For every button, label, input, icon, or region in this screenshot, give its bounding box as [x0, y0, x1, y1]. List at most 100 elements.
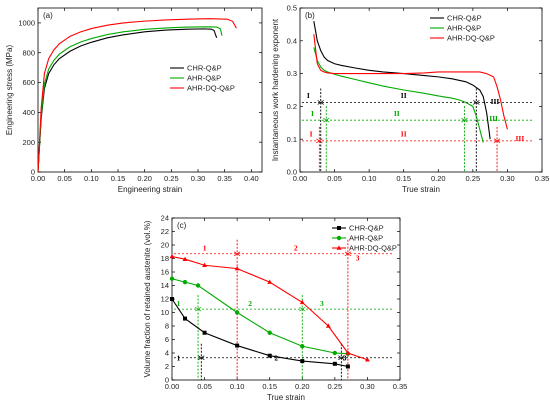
y-tick-label: 0	[165, 376, 169, 385]
data-point	[345, 364, 350, 369]
stage-annotation: I	[311, 109, 314, 118]
x-tick-label: 0.30	[360, 382, 375, 391]
x-tick-label: 0.00	[165, 382, 180, 391]
stage-annotation: 2	[248, 299, 252, 308]
y-tick-label: 8	[165, 322, 169, 331]
data-point	[182, 279, 188, 285]
data-point	[300, 359, 305, 364]
data-point	[182, 256, 188, 261]
x-tick-label: 0.15	[396, 174, 411, 183]
stage-annotation: 3	[320, 299, 324, 308]
legend-entry: CHR-Q&P	[187, 64, 222, 73]
y-tick-label: 18	[161, 254, 169, 263]
y-tick-label: 200	[22, 138, 35, 147]
series-line-3	[37, 18, 237, 173]
y-tick-label: 0.3	[287, 69, 297, 78]
y-tick-label: 12	[161, 295, 169, 304]
stage-arrow	[320, 100, 324, 105]
data-point	[300, 344, 305, 349]
y-tick-label: 600	[22, 78, 35, 87]
y-tick-label: 0.0	[287, 168, 297, 177]
chart-panel-2: 0.00 0.05 0.10 0.15 0.20 0.25 0.30 0.35 0.0 0.1 0.…	[271, 4, 549, 194]
x-tick-label: 0.05	[327, 174, 342, 183]
y-tick-label: 14	[161, 281, 169, 290]
legend-entry: AHR-Q&P	[187, 74, 221, 83]
data-point	[267, 353, 272, 358]
legend-entry: CHR-Q&P	[349, 224, 384, 233]
x-axis-label: True strain	[267, 393, 305, 402]
legend-marker	[336, 235, 342, 241]
y-tick-label: 400	[22, 108, 35, 117]
stage-arrow	[463, 117, 468, 123]
stage-annotation: II	[401, 91, 407, 100]
legend-entry: AHR-Q&P	[349, 234, 383, 243]
series-line-3	[313, 34, 508, 130]
stage-arrow	[318, 138, 323, 144]
x-tick-label: 0.05	[57, 174, 72, 183]
stage-annotation: II	[401, 130, 407, 139]
data-point	[325, 323, 331, 328]
stage-annotation: III	[489, 114, 498, 123]
x-tick-label: 0.10	[230, 382, 245, 391]
stage-arrow	[340, 355, 345, 361]
data-point	[169, 276, 175, 281]
x-axis-label: Engineering strain	[118, 185, 182, 194]
legend-entry: AHR-DQ-Q&P	[349, 244, 397, 253]
stage-annotation: 3	[343, 353, 347, 362]
x-tick-label: 0.00	[293, 174, 308, 183]
x-tick-label: 0.25	[466, 174, 481, 183]
x-tick-label: 0.35	[393, 382, 408, 391]
y-tick-label: 16	[161, 268, 169, 277]
data-point	[183, 316, 188, 321]
stage-annotation: III	[515, 134, 524, 143]
series-line-2	[37, 26, 223, 173]
data-point	[202, 330, 207, 335]
panel-tag: (b)	[305, 11, 315, 20]
series-line-1	[37, 28, 218, 173]
data-point	[332, 350, 338, 356]
series-line-1	[171, 298, 349, 368]
y-tick-label: 2	[165, 362, 169, 371]
x-axis-label: True strain	[402, 185, 440, 194]
legend-marker	[336, 245, 342, 250]
y-tick-label: 800	[22, 48, 35, 57]
series-line-1	[313, 21, 491, 140]
stage-arrow	[496, 138, 501, 144]
stage-annotation: 1	[203, 243, 207, 252]
data-point	[169, 253, 175, 259]
x-tick-label: 0.40	[244, 174, 259, 183]
stage-arrow	[475, 100, 480, 105]
data-point	[365, 357, 370, 362]
y-tick-label: 1000	[18, 19, 35, 28]
stage-annotation: 3	[356, 254, 360, 263]
x-tick-label: 0.25	[164, 174, 179, 183]
plot-frame	[299, 7, 543, 173]
legend-entry: AHR-DQ-Q&P	[447, 34, 495, 43]
stage-arrow	[236, 251, 241, 257]
stage-arrow	[200, 355, 205, 361]
data-point	[267, 279, 273, 284]
y-tick-label: 10	[161, 308, 169, 317]
data-point	[234, 266, 240, 271]
y-tick-label: 0.4	[287, 36, 297, 45]
data-point	[345, 350, 351, 355]
legend-entry: AHR-Q&P	[447, 24, 481, 33]
panel-tag: (a)	[43, 11, 53, 20]
x-tick-label: 0.25	[328, 382, 343, 391]
x-tick-label: 0.30	[500, 174, 515, 183]
data-point	[235, 343, 240, 348]
chart-panel-1: 0.00 0.05 0.10 0.15 0.20 0.25 0.30 0.35 0.40 0 200…	[5, 7, 263, 194]
data-point	[170, 297, 174, 301]
stage-annotation: II	[394, 109, 400, 118]
x-tick-label: 0.00	[31, 174, 46, 183]
stage-annotation: 2	[294, 243, 298, 252]
stage-arrow	[347, 251, 352, 257]
y-tick-label: 0.5	[287, 4, 297, 13]
y-tick-label: 20	[161, 241, 169, 250]
x-tick-label: 0.15	[262, 382, 277, 391]
y-axis-label: Instantaneous work hardening exponent	[271, 18, 280, 161]
data-point	[202, 262, 207, 268]
